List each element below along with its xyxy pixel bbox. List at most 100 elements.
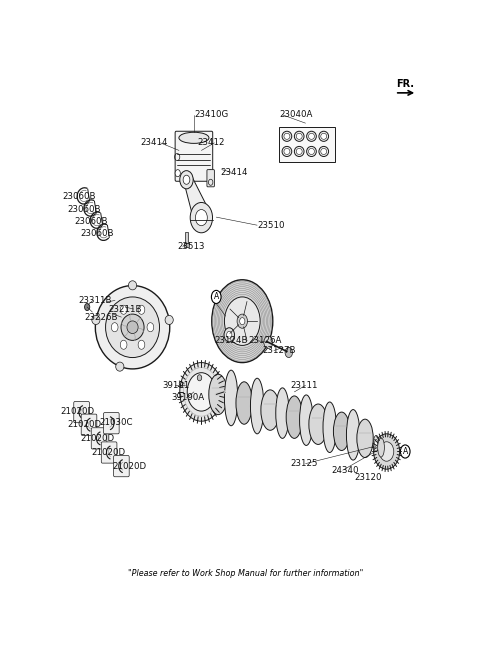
FancyBboxPatch shape bbox=[81, 414, 97, 436]
Text: FR.: FR. bbox=[396, 79, 414, 89]
Circle shape bbox=[187, 373, 216, 411]
Bar bbox=[279, 127, 335, 162]
Text: 39191: 39191 bbox=[162, 381, 190, 390]
Text: 23060B: 23060B bbox=[67, 205, 101, 214]
Ellipse shape bbox=[261, 390, 279, 430]
Ellipse shape bbox=[106, 297, 159, 358]
Text: 23410G: 23410G bbox=[194, 110, 228, 119]
Ellipse shape bbox=[296, 148, 302, 154]
Ellipse shape bbox=[321, 148, 327, 154]
Text: A: A bbox=[214, 293, 219, 301]
Ellipse shape bbox=[92, 316, 100, 325]
Circle shape bbox=[212, 279, 273, 363]
FancyBboxPatch shape bbox=[104, 413, 119, 434]
Text: 21030C: 21030C bbox=[99, 418, 132, 426]
Ellipse shape bbox=[282, 146, 292, 157]
Ellipse shape bbox=[286, 396, 302, 438]
Ellipse shape bbox=[282, 131, 292, 141]
Text: "Please refer to Work Shop Manual for further information": "Please refer to Work Shop Manual for fu… bbox=[128, 569, 364, 578]
FancyBboxPatch shape bbox=[114, 455, 129, 477]
Polygon shape bbox=[182, 174, 211, 222]
Ellipse shape bbox=[319, 131, 329, 141]
Ellipse shape bbox=[284, 133, 290, 139]
Text: 23414: 23414 bbox=[140, 138, 168, 148]
Text: 23513: 23513 bbox=[177, 243, 204, 251]
Circle shape bbox=[225, 297, 260, 346]
Circle shape bbox=[138, 305, 145, 314]
Text: 21020D: 21020D bbox=[60, 407, 94, 416]
Circle shape bbox=[120, 305, 127, 314]
Text: 23412: 23412 bbox=[198, 138, 225, 148]
Circle shape bbox=[84, 304, 90, 310]
Circle shape bbox=[197, 375, 202, 380]
Text: 21020D: 21020D bbox=[112, 462, 146, 471]
Ellipse shape bbox=[307, 146, 316, 157]
Circle shape bbox=[183, 175, 190, 184]
Circle shape bbox=[237, 314, 248, 328]
Circle shape bbox=[207, 170, 213, 176]
Ellipse shape bbox=[225, 370, 238, 426]
Text: 23211B: 23211B bbox=[108, 304, 142, 314]
Ellipse shape bbox=[319, 146, 329, 157]
Ellipse shape bbox=[251, 379, 264, 434]
Text: 23124B: 23124B bbox=[215, 337, 248, 345]
Text: 23127B: 23127B bbox=[263, 346, 296, 355]
Circle shape bbox=[195, 209, 207, 226]
Text: 21020D: 21020D bbox=[81, 434, 115, 443]
Ellipse shape bbox=[127, 321, 138, 333]
Text: 23311B: 23311B bbox=[79, 296, 112, 305]
FancyBboxPatch shape bbox=[91, 428, 107, 449]
Circle shape bbox=[373, 434, 400, 469]
Circle shape bbox=[264, 337, 273, 348]
Ellipse shape bbox=[96, 285, 170, 369]
FancyBboxPatch shape bbox=[175, 131, 213, 181]
Bar bbox=[185, 232, 188, 243]
FancyBboxPatch shape bbox=[101, 442, 117, 463]
Text: 23060B: 23060B bbox=[74, 216, 108, 226]
Ellipse shape bbox=[309, 404, 327, 444]
Circle shape bbox=[240, 318, 245, 325]
Circle shape bbox=[180, 363, 223, 421]
FancyBboxPatch shape bbox=[74, 401, 89, 422]
Circle shape bbox=[285, 348, 292, 358]
FancyBboxPatch shape bbox=[207, 170, 215, 187]
Circle shape bbox=[190, 203, 213, 233]
Ellipse shape bbox=[294, 146, 304, 157]
Text: 21020D: 21020D bbox=[67, 420, 102, 429]
Ellipse shape bbox=[129, 281, 137, 290]
Ellipse shape bbox=[375, 440, 378, 447]
Text: 23120: 23120 bbox=[354, 473, 382, 482]
Ellipse shape bbox=[296, 133, 302, 139]
Text: A: A bbox=[403, 447, 408, 456]
Text: 39190A: 39190A bbox=[172, 394, 205, 402]
Ellipse shape bbox=[276, 388, 289, 438]
Text: 23040A: 23040A bbox=[279, 110, 313, 119]
Circle shape bbox=[175, 170, 180, 176]
Ellipse shape bbox=[116, 362, 124, 371]
Ellipse shape bbox=[309, 148, 314, 154]
Ellipse shape bbox=[347, 409, 360, 460]
Ellipse shape bbox=[321, 133, 327, 139]
Ellipse shape bbox=[334, 412, 350, 451]
Ellipse shape bbox=[323, 402, 336, 453]
Ellipse shape bbox=[300, 395, 313, 445]
Circle shape bbox=[224, 328, 234, 342]
Text: 23060B: 23060B bbox=[81, 229, 114, 237]
Circle shape bbox=[120, 340, 127, 349]
Bar bbox=[184, 243, 189, 247]
Ellipse shape bbox=[165, 316, 173, 325]
Text: 23226B: 23226B bbox=[84, 313, 118, 321]
Text: 23510: 23510 bbox=[257, 220, 285, 230]
Circle shape bbox=[227, 331, 232, 338]
Ellipse shape bbox=[284, 148, 290, 154]
Ellipse shape bbox=[179, 133, 209, 144]
Ellipse shape bbox=[209, 374, 228, 415]
Text: 24340: 24340 bbox=[332, 466, 359, 475]
Ellipse shape bbox=[309, 133, 314, 139]
Circle shape bbox=[138, 340, 145, 349]
Circle shape bbox=[180, 171, 193, 189]
Ellipse shape bbox=[357, 419, 373, 458]
Text: 23111: 23111 bbox=[290, 381, 318, 390]
Text: 23414: 23414 bbox=[220, 168, 248, 176]
Circle shape bbox=[211, 291, 221, 304]
